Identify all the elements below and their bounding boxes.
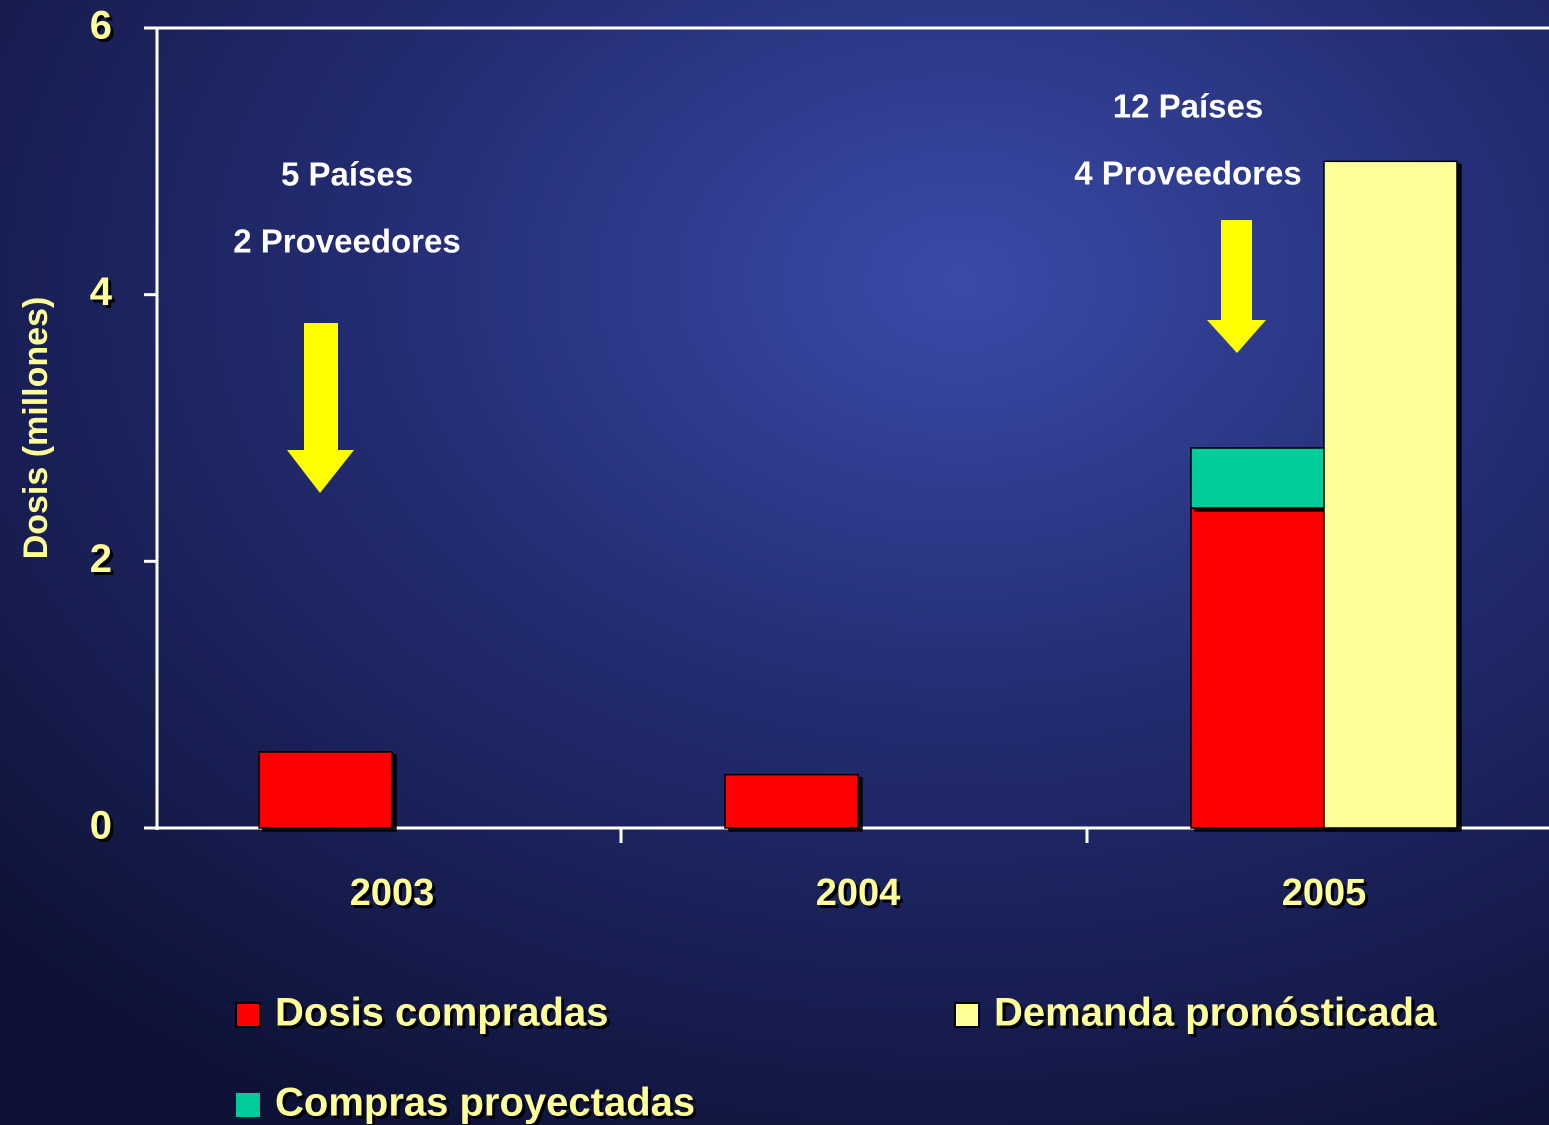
annotation: 12 Países: [1113, 88, 1263, 125]
annotation: 5 Países: [281, 156, 413, 193]
bar: [1323, 160, 1458, 829]
arrow: [287, 323, 354, 493]
legend-swatch: [954, 1002, 980, 1028]
x-tick-label: 2004: [816, 872, 901, 914]
x-tick-label: 2003: [350, 872, 435, 914]
bar: [1190, 507, 1325, 829]
legend-label: Demanda pronósticada: [994, 991, 1437, 1035]
legend-swatch: [236, 1093, 260, 1117]
bar: [258, 751, 393, 829]
y-tick-label: 6: [90, 4, 112, 48]
legend-label: Compras proyectadas: [275, 1081, 695, 1125]
y-tick-label: 4: [90, 270, 113, 314]
y-tick-label: 2: [90, 537, 112, 581]
legend-label: Dosis compradas: [275, 991, 608, 1035]
annotation: 2 Proveedores: [233, 223, 460, 260]
bar: [724, 773, 859, 829]
y-axis-label: Dosis (millones): [17, 297, 55, 560]
y-tick-label: 0: [90, 804, 112, 848]
annotation: 4 Proveedores: [1074, 155, 1301, 192]
legend-swatch: [235, 1002, 261, 1028]
bar: [1190, 447, 1325, 509]
x-tick-label: 2005: [1282, 872, 1367, 914]
arrow: [1207, 220, 1266, 353]
